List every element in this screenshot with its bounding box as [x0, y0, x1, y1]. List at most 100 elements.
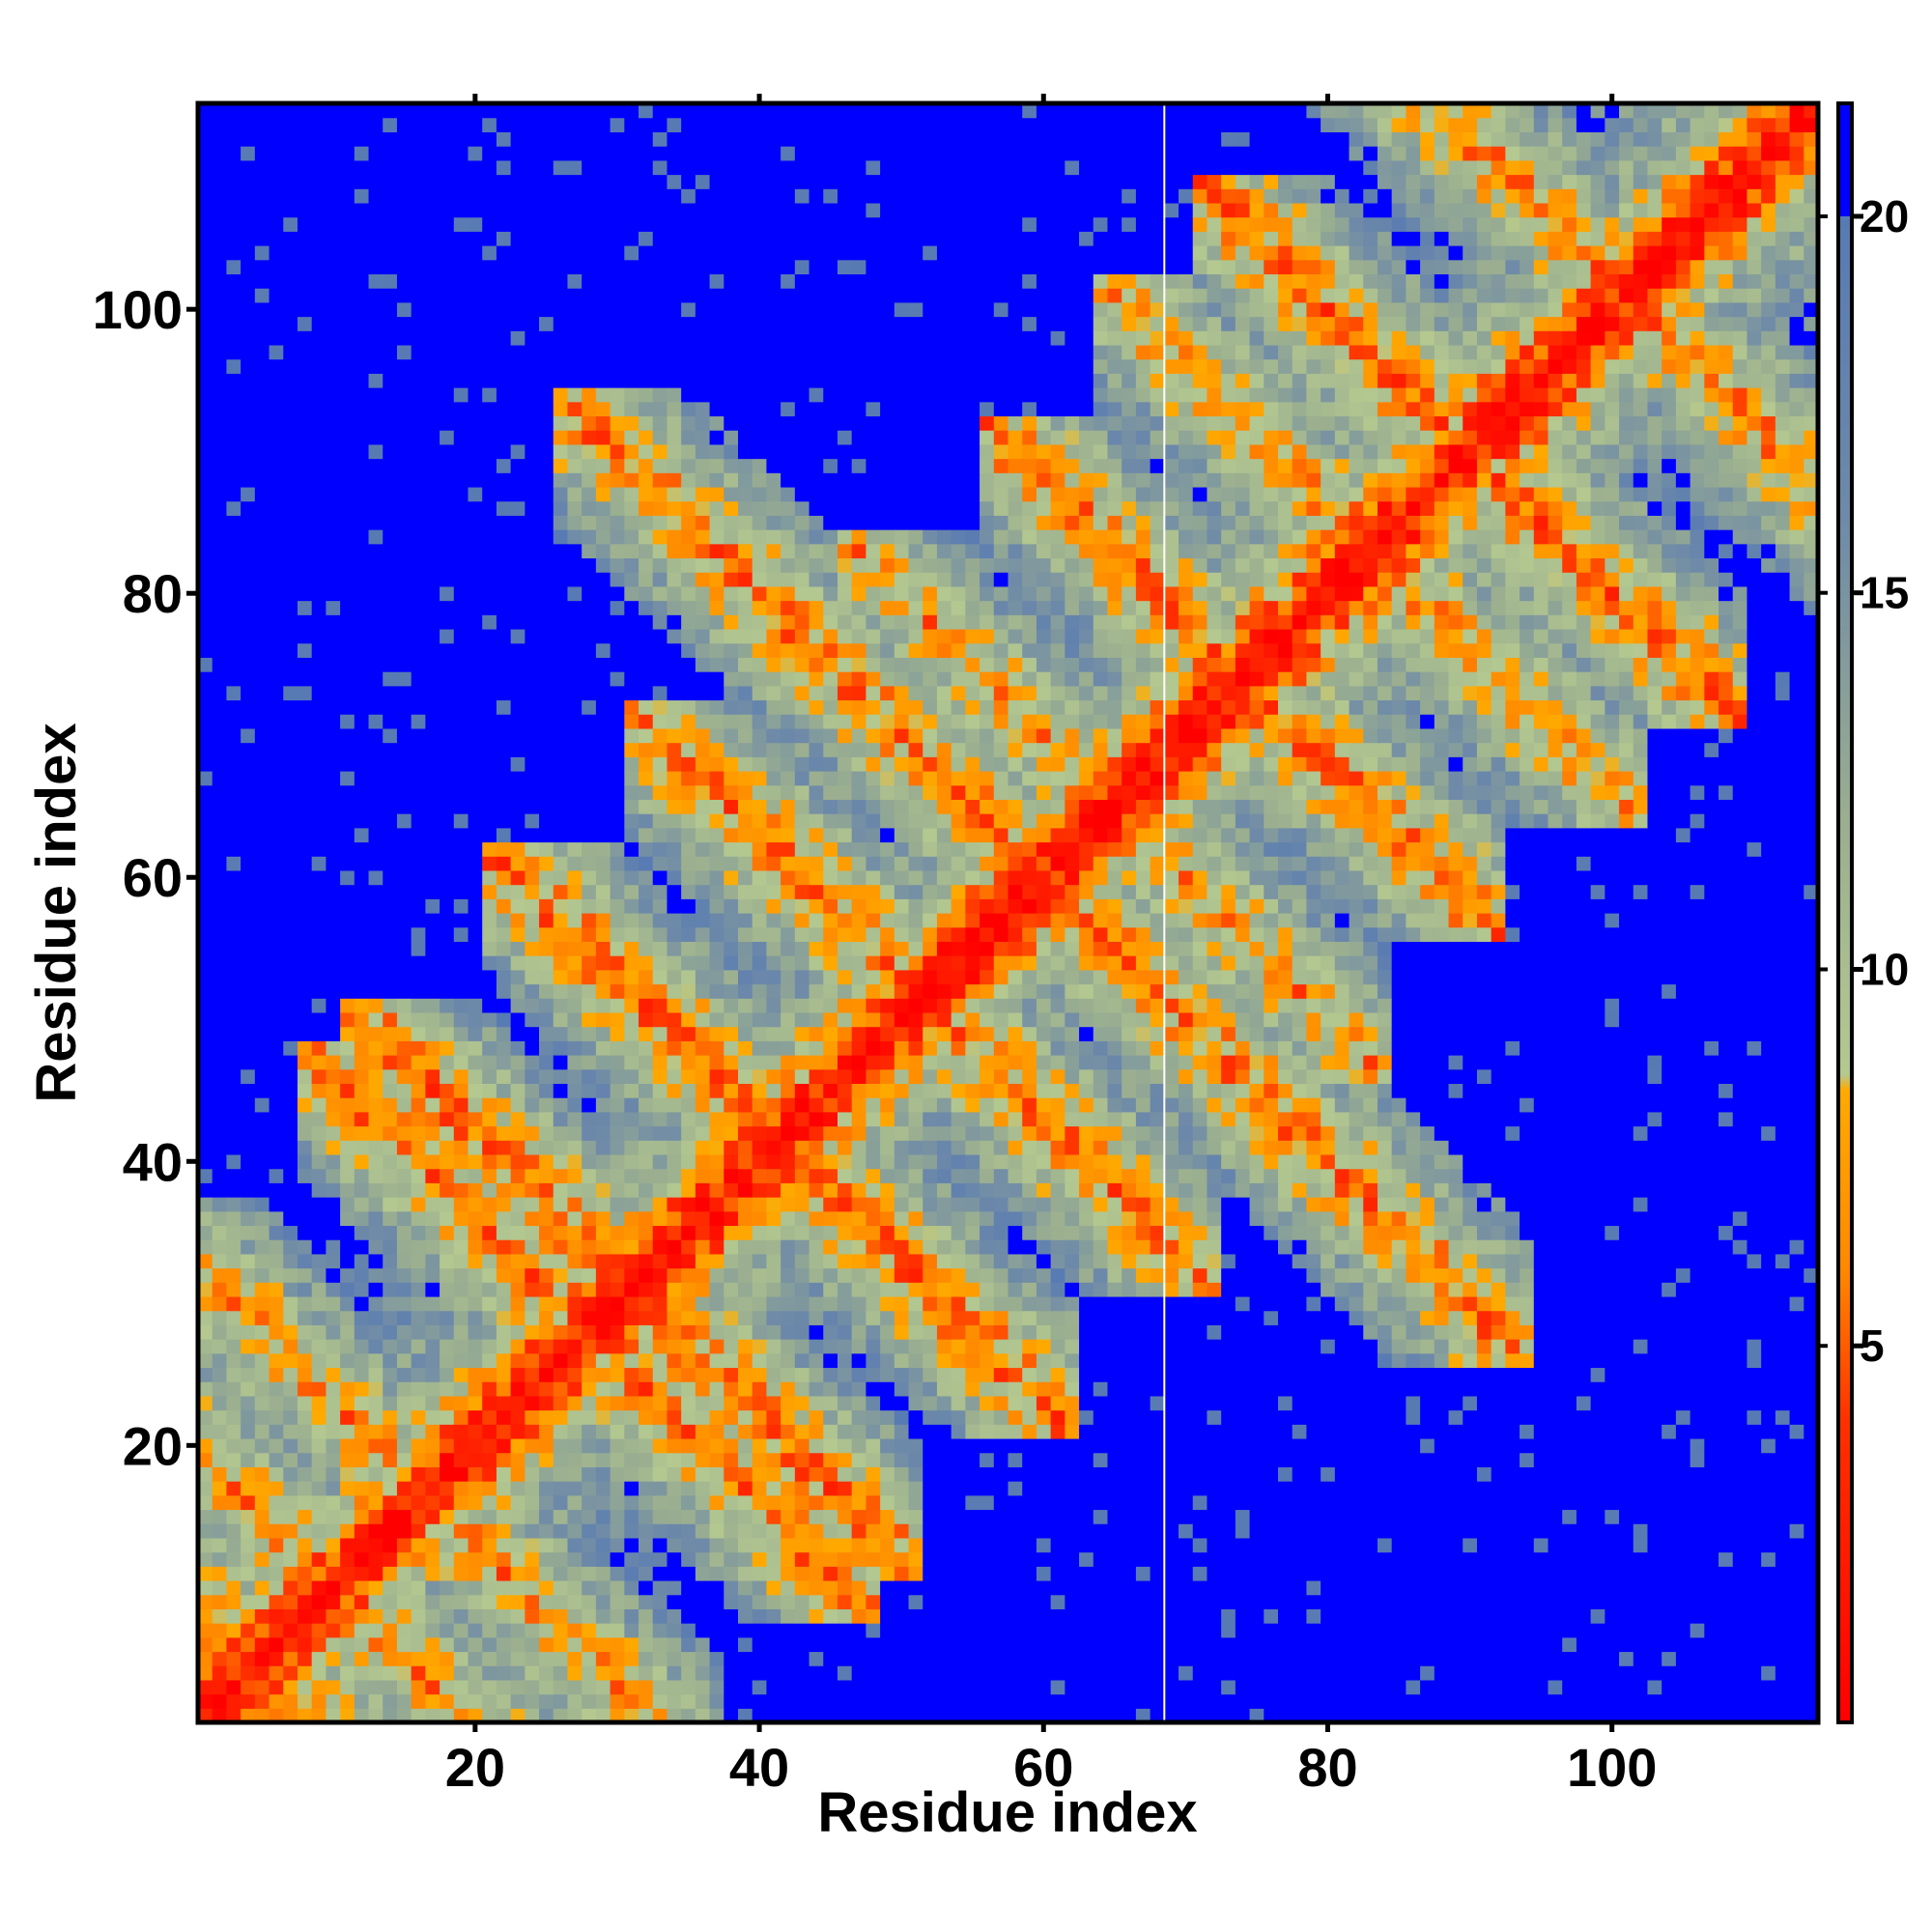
heatmap-cell — [383, 869, 398, 886]
heatmap-cell — [383, 714, 398, 729]
heatmap-cell — [440, 756, 455, 772]
heatmap-cell — [340, 600, 355, 615]
heatmap-cell — [1576, 1537, 1592, 1553]
heatmap-cell — [851, 1381, 867, 1397]
heatmap-cell — [297, 572, 313, 587]
heatmap-cell — [1719, 1636, 1734, 1653]
heatmap-cell — [254, 159, 270, 176]
heatmap-cell — [241, 288, 256, 303]
heatmap-cell — [880, 1537, 895, 1553]
heatmap-cell — [1562, 1679, 1577, 1695]
heatmap-cell — [482, 1509, 497, 1524]
heatmap-cell — [1619, 1665, 1634, 1681]
heatmap-cell — [595, 1381, 611, 1397]
heatmap-cell — [823, 1594, 838, 1609]
heatmap-cell — [752, 1452, 768, 1467]
heatmap-cell — [894, 1424, 910, 1439]
heatmap-cell — [539, 1424, 554, 1439]
heatmap-cell — [297, 1210, 313, 1227]
heatmap-cell — [525, 1679, 540, 1695]
heatmap-cell — [1619, 1481, 1634, 1496]
heatmap-cell — [1633, 1636, 1649, 1653]
heatmap-cell — [1690, 1437, 1705, 1454]
heatmap-cell — [226, 1367, 242, 1382]
heatmap-cell — [965, 1395, 980, 1411]
heatmap-cell — [311, 1494, 327, 1511]
heatmap-cell — [283, 1225, 298, 1240]
heatmap-cell — [411, 1594, 426, 1609]
heatmap-cell — [198, 1437, 213, 1454]
heatmap-cell — [496, 1182, 512, 1198]
heatmap-cell — [1789, 1623, 1804, 1638]
heatmap-cell — [553, 1608, 569, 1624]
heatmap-cell — [269, 1267, 284, 1283]
heatmap-cell — [923, 1395, 938, 1411]
heatmap-cell — [695, 1608, 711, 1624]
heatmap-cell — [411, 1437, 426, 1454]
heatmap-cell — [1420, 1693, 1435, 1709]
heatmap-cell — [311, 1225, 327, 1240]
heatmap-cell — [482, 1140, 497, 1155]
heatmap-cell — [354, 642, 370, 658]
heatmap-cell — [1264, 1636, 1279, 1653]
heatmap-cell — [283, 1409, 298, 1425]
heatmap-cell — [1505, 1452, 1520, 1467]
heatmap-cell — [396, 1708, 412, 1723]
heatmap-cell — [510, 1339, 526, 1354]
heatmap-cells — [198, 103, 1819, 1723]
heatmap-cell — [595, 1594, 611, 1609]
heatmap-cell — [468, 117, 483, 132]
heatmap-cell — [411, 1153, 426, 1170]
heatmap-cell — [1406, 1608, 1421, 1624]
heatmap-cell — [567, 1395, 582, 1411]
heatmap-cell — [198, 1381, 213, 1397]
heatmap-cell — [198, 827, 213, 843]
heatmap-cell — [809, 1452, 824, 1467]
heatmap-cell — [368, 1509, 384, 1524]
heatmap-cell — [993, 1636, 1009, 1653]
heatmap-cell — [226, 941, 242, 956]
heatmap-cell — [1704, 1424, 1719, 1439]
heatmap-cell — [383, 799, 398, 814]
heatmap-cell — [1605, 1623, 1620, 1638]
heatmap-cell — [226, 1055, 242, 1070]
heatmap-cell — [1278, 1608, 1293, 1624]
heatmap-cell — [326, 1636, 341, 1653]
heatmap-cell — [368, 1026, 384, 1041]
heatmap-cell — [539, 1083, 554, 1098]
heatmap-cell — [198, 358, 213, 374]
heatmap-cell — [354, 1424, 370, 1439]
heatmap-cell — [667, 1452, 682, 1467]
heatmap-cell — [525, 983, 540, 999]
heatmap-cell — [396, 969, 412, 985]
heatmap-cell — [1505, 1466, 1520, 1482]
heatmap-cell — [681, 1594, 696, 1609]
heatmap-cell — [936, 1452, 952, 1467]
heatmap-cell — [1675, 1708, 1691, 1723]
heatmap-cell — [226, 358, 242, 374]
heatmap-cell — [354, 1295, 370, 1312]
heatmap-cell — [738, 1608, 753, 1624]
heatmap-cell — [781, 1381, 796, 1397]
heatmap-cell — [1207, 1651, 1222, 1666]
heatmap-cell — [1775, 1679, 1791, 1695]
heatmap-cell — [411, 231, 426, 246]
heatmap-cell — [425, 1239, 440, 1255]
heatmap-cell — [468, 884, 483, 899]
heatmap-cell — [667, 1494, 682, 1511]
heatmap-cell — [1761, 1693, 1776, 1709]
heatmap-cell — [241, 1623, 256, 1638]
heatmap-cell — [1179, 1395, 1194, 1411]
heatmap-cell — [354, 401, 370, 417]
heatmap-cell — [525, 1352, 540, 1369]
heatmap-cell — [1093, 1437, 1109, 1454]
heatmap-cell — [624, 1537, 639, 1553]
heatmap-cell — [1562, 1395, 1577, 1411]
heatmap-cell — [383, 756, 398, 772]
heatmap-cell — [652, 1537, 668, 1553]
heatmap-cell — [1476, 1537, 1492, 1553]
heatmap-cell — [1164, 1693, 1179, 1709]
heatmap-cell — [1164, 1437, 1179, 1454]
heatmap-cell — [198, 1509, 213, 1524]
heatmap-cell — [1321, 1537, 1336, 1553]
